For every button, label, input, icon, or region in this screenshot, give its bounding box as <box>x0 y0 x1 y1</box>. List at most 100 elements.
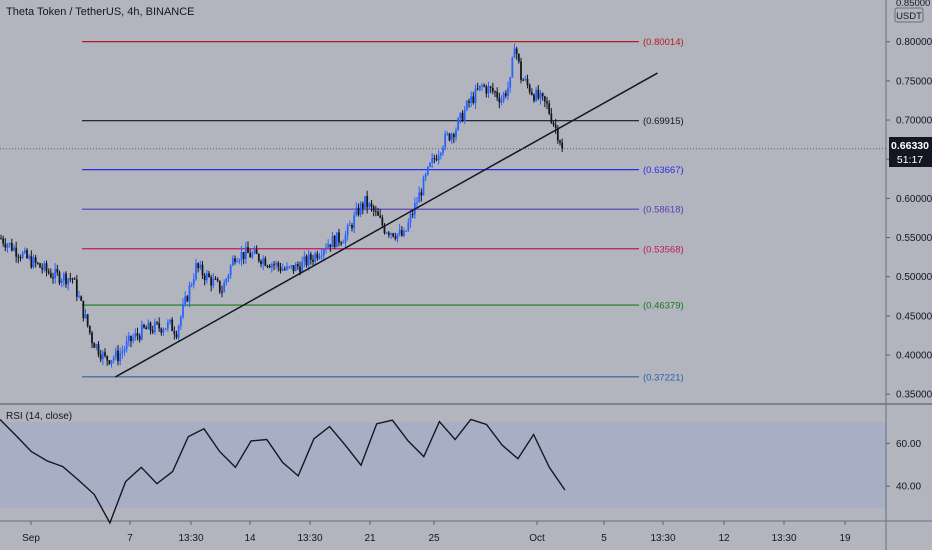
candle-body <box>84 314 87 319</box>
candle-body <box>169 319 171 323</box>
candle-body <box>221 291 223 293</box>
price-tick-label: 0.80000 <box>896 37 932 48</box>
candle-body <box>99 354 102 360</box>
candle-body <box>121 351 124 354</box>
candle-body <box>15 247 18 257</box>
candle-body <box>6 244 9 248</box>
candle-body <box>500 100 503 103</box>
candle-body <box>450 134 453 141</box>
trendline <box>115 72 658 378</box>
candle-body <box>130 335 132 341</box>
rsi-label: RSI (14, close) <box>6 411 73 422</box>
candle-body <box>54 268 57 279</box>
candle-body <box>424 174 427 178</box>
price-tick-label: 0.45000 <box>896 311 932 322</box>
candle-body <box>554 124 557 128</box>
candle-body <box>515 48 518 54</box>
candle-body <box>494 91 496 93</box>
candle-body <box>381 217 384 226</box>
candle-body <box>426 166 429 175</box>
candle-body <box>342 242 345 244</box>
candle-body <box>201 264 204 276</box>
candle-body <box>357 207 360 215</box>
price-tick-label: 0.60000 <box>896 194 932 205</box>
candle-body <box>262 258 265 265</box>
candle-body <box>372 206 375 212</box>
candle-body <box>320 255 323 257</box>
candle-body <box>530 92 533 95</box>
candle-body <box>504 93 507 96</box>
candle-body <box>60 280 63 283</box>
candle-body <box>2 238 5 244</box>
candle-body <box>288 266 291 268</box>
candle-body <box>101 352 104 360</box>
time-tick-label: 25 <box>428 533 440 544</box>
candle-body <box>351 225 353 229</box>
chart-title: Theta Token / TetherUS, 4h, BINANCE <box>6 6 195 18</box>
price-tick-label: 0.55000 <box>896 233 932 244</box>
candle-body <box>286 266 288 270</box>
candle-body <box>344 235 347 243</box>
candle-body <box>251 253 254 258</box>
candle-body <box>478 85 481 90</box>
candle-body <box>429 162 431 167</box>
candle-body <box>509 77 512 88</box>
candle-body <box>333 235 336 248</box>
time-tick-label: 13:30 <box>178 533 203 544</box>
candle-body <box>104 352 106 356</box>
candles <box>0 43 564 368</box>
candle-body <box>242 251 245 259</box>
candle-body <box>374 211 377 213</box>
candle-body <box>17 256 20 258</box>
time-tick-label: 13:30 <box>650 533 675 544</box>
candle-body <box>145 327 148 330</box>
candle-body <box>474 88 477 103</box>
candle-body <box>502 93 505 101</box>
candle-body <box>156 322 158 324</box>
candle-body <box>279 266 282 271</box>
candle-body <box>43 263 46 270</box>
candle-body <box>162 329 165 333</box>
candle-body <box>435 159 438 161</box>
candle-body <box>270 264 273 268</box>
candle-body <box>361 203 364 209</box>
currency-label: USDT <box>896 11 922 22</box>
candle-body <box>166 322 169 329</box>
candle-body <box>8 242 11 245</box>
candle-body <box>296 264 299 267</box>
time-tick-label: 19 <box>839 533 851 544</box>
candle-body <box>195 263 197 280</box>
candle-body <box>307 254 310 266</box>
candle-body <box>416 202 418 204</box>
candle-body <box>483 85 486 87</box>
candle-body <box>49 273 52 278</box>
candle-body <box>396 233 399 239</box>
candle-body <box>218 280 221 292</box>
candle-body <box>472 96 475 103</box>
candle-body <box>143 324 145 328</box>
candle-body <box>136 333 139 336</box>
candle-body <box>45 263 48 272</box>
time-tick-label: 14 <box>244 533 256 544</box>
fib-level-label: (0.63667) <box>643 165 684 176</box>
candle-body <box>86 314 89 326</box>
candle-body <box>112 357 115 361</box>
candle-body <box>517 53 520 62</box>
candle-body <box>444 133 447 148</box>
candle-body <box>537 89 540 99</box>
candle-body <box>379 215 382 218</box>
candle-body <box>117 350 119 362</box>
time-tick-label: Sep <box>22 533 40 544</box>
candle-body <box>123 349 126 352</box>
candle-body <box>247 247 249 253</box>
candle-body <box>182 304 184 317</box>
candle-body <box>216 279 219 281</box>
candle-body <box>329 244 332 248</box>
candle-body <box>214 278 217 280</box>
candle-body <box>275 262 278 265</box>
candle-body <box>461 112 464 122</box>
candle-body <box>171 319 174 331</box>
candle-body <box>548 103 551 114</box>
candle-body <box>465 101 468 111</box>
